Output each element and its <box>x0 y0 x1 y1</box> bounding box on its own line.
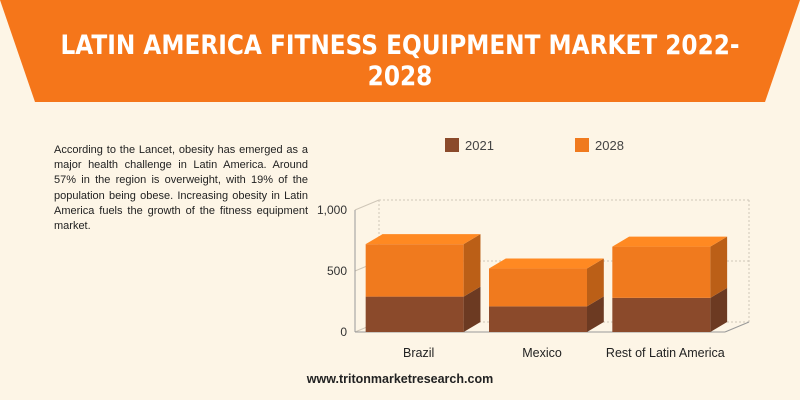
y-tick-label: 500 <box>327 264 347 278</box>
legend-swatch-2028 <box>575 138 589 152</box>
chart-labels: 0 500 1,000 Brazil Mexico Rest of Latin Ameri… <box>317 203 725 360</box>
footer-url: www.tritonmarketresearch.com <box>306 372 494 386</box>
title-banner: LATIN AMERICA FITNESS EQUIPMENT MARKET 2… <box>0 0 800 102</box>
bar-2021-rest-of-latin-america <box>612 297 711 332</box>
y-tick-label: 0 <box>340 325 347 339</box>
legend-label-2028: 2028 <box>595 138 624 153</box>
bar-2021-brazil <box>365 296 464 332</box>
banner-shape <box>0 0 800 102</box>
bar-2028-mexico <box>489 268 587 307</box>
x-tick-label: Mexico <box>522 346 562 360</box>
bar-2028-rest-of-latin-america <box>612 246 711 298</box>
bar-side <box>587 296 604 332</box>
bar-side <box>710 287 728 332</box>
bar-top <box>365 234 481 245</box>
x-axis-depth <box>724 321 750 333</box>
bar-side <box>710 236 728 298</box>
bar-top <box>612 236 728 247</box>
bar-top <box>489 258 604 269</box>
legend-swatch-2021 <box>445 138 459 152</box>
bar-2021-mexico <box>489 306 587 332</box>
x-tick-label: Rest of Latin America <box>606 346 725 360</box>
bar-2028-brazil <box>365 244 464 297</box>
description-text: According to the Lancet, obesity has eme… <box>54 144 308 233</box>
bar-side <box>463 286 481 332</box>
legend-label-2021: 2021 <box>465 138 494 153</box>
y-tick-label: 1,000 <box>317 203 347 217</box>
x-tick-label: Brazil <box>403 346 434 360</box>
bar-side <box>587 258 604 307</box>
chart-bars <box>365 234 728 332</box>
bar-chart: 0 500 1,000 Brazil Mexico Rest of Latin Ameri… <box>317 138 750 360</box>
chart-legend: 2021 2028 <box>445 138 624 153</box>
bar-side <box>463 234 481 297</box>
page-title: LATIN AMERICA FITNESS EQUIPMENT MARKET 2… <box>60 30 740 92</box>
grid-line-diagonal <box>354 199 380 211</box>
